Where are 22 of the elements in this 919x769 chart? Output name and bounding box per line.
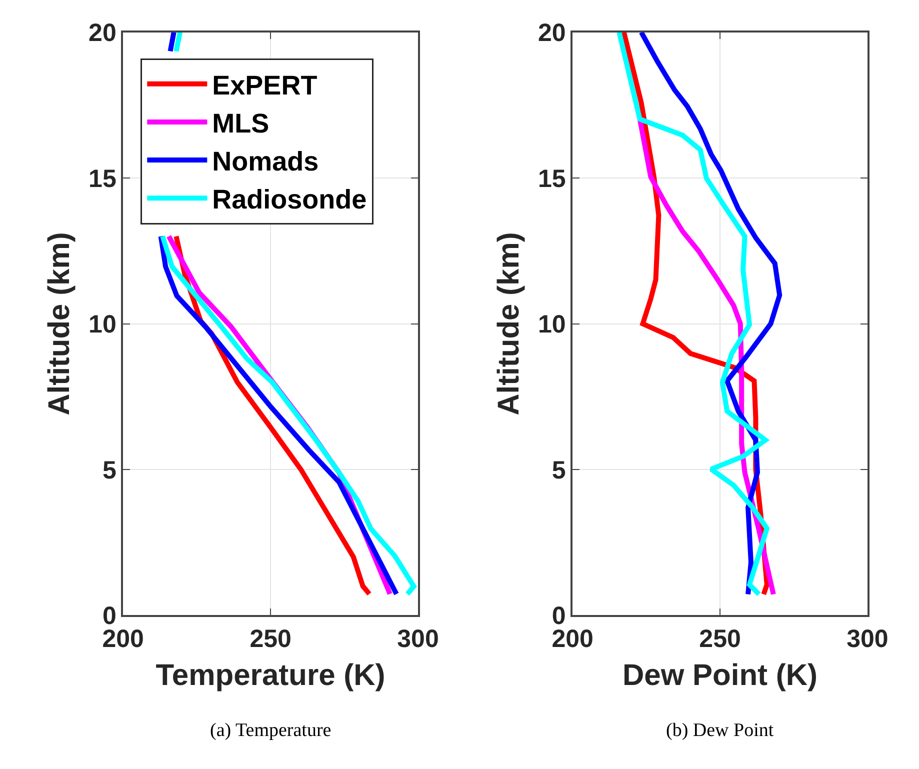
legend-label: MLS — [212, 108, 270, 138]
text: (a) Temperature — [210, 720, 332, 741]
y-tick-label: 20 — [88, 19, 116, 48]
legend-label: ExPERT — [212, 70, 318, 100]
x-tick-label: 250 — [250, 624, 292, 653]
x-tick-label: 300 — [397, 624, 439, 653]
x-axis-title: Dew Point (K) — [622, 658, 818, 692]
y-tick-label: 20 — [538, 19, 566, 48]
y-axis-title: Altitude (km) — [492, 232, 526, 416]
y-tick-label: 10 — [88, 310, 116, 339]
x-axis-title: Temperature (K) — [156, 658, 386, 692]
y-tick-label: 5 — [552, 456, 566, 484]
y-tick-label: 10 — [538, 310, 566, 339]
text: (b) Dew Point — [666, 720, 774, 741]
y-axis-title: Altitude (km) — [43, 232, 76, 416]
y-tick-label: 5 — [102, 456, 116, 484]
x-tick-label: 300 — [846, 624, 888, 653]
y-tick-label: 15 — [538, 164, 566, 193]
y-tick-label: 15 — [88, 164, 116, 193]
legend-label: Radiosonde — [212, 184, 367, 215]
legend-label: Nomads — [212, 146, 319, 177]
x-tick-label: 250 — [699, 624, 741, 653]
